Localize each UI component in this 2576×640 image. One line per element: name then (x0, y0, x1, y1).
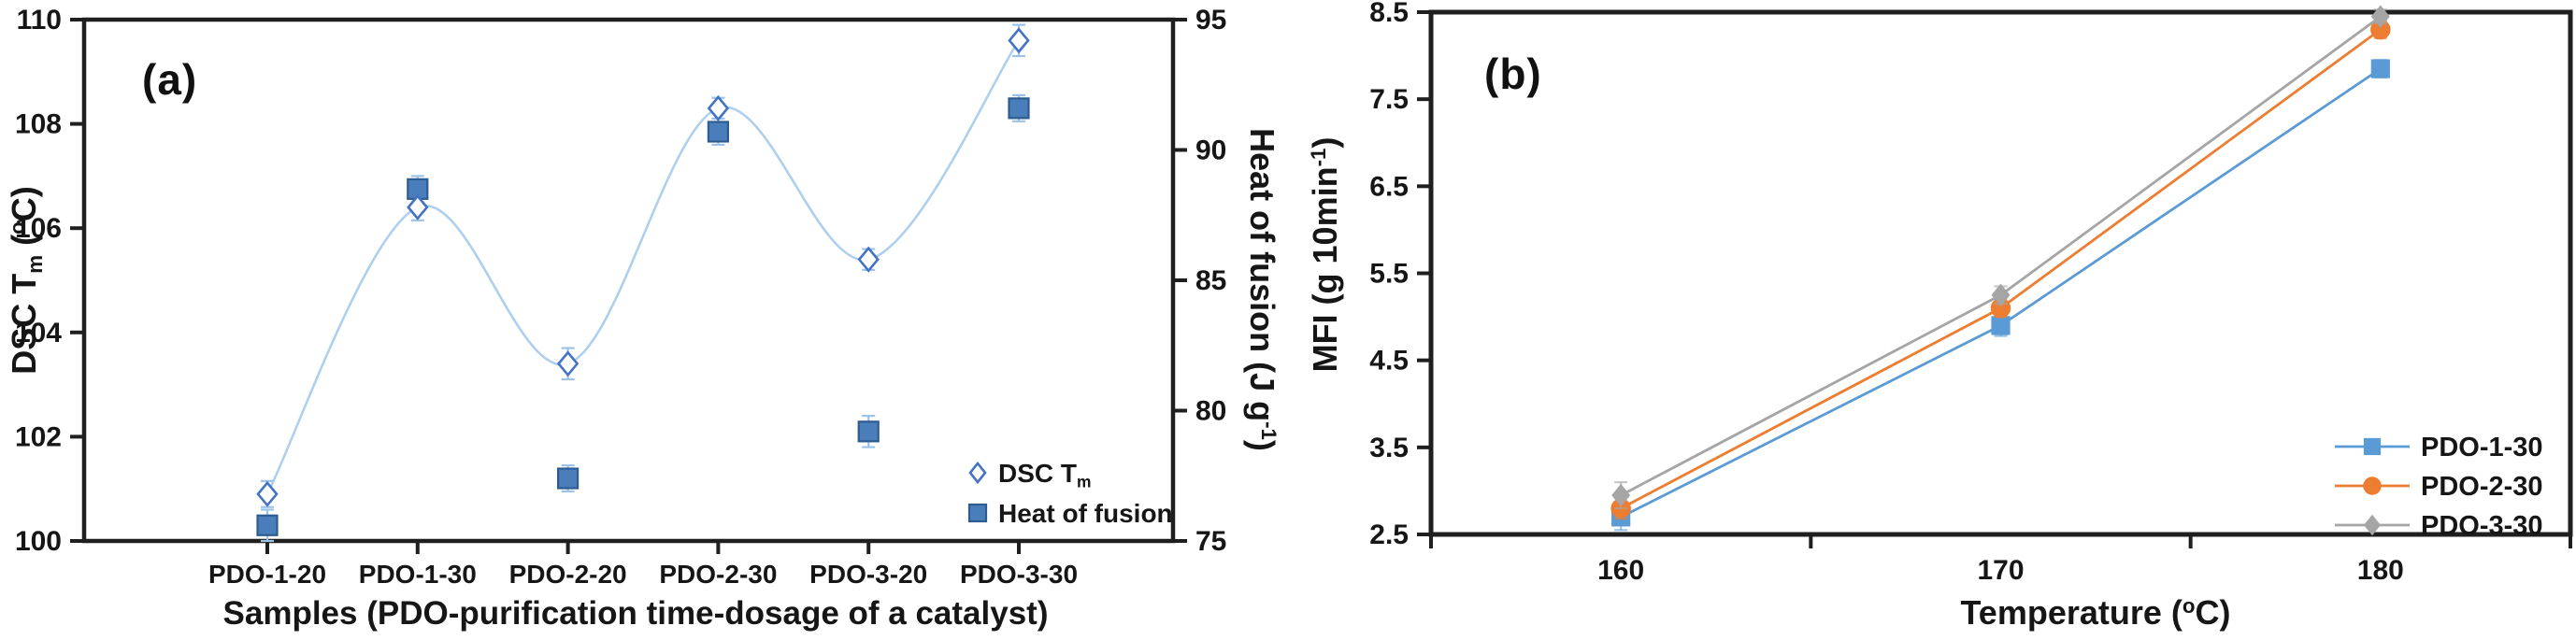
x-category-label: PDO-1-30 (359, 560, 477, 589)
y-tick-label: 5.5 (1369, 259, 1409, 290)
series-2-line (1620, 15, 2382, 497)
y-tick-label: 4.5 (1369, 346, 1409, 377)
legend-heat-of-fusion-label: Heat of fusion (998, 499, 1173, 528)
legend-pdo-3-30-label: PDO-3-30 (2421, 511, 2543, 541)
y-tick-label: 7.5 (1369, 84, 1409, 115)
x-category-label: PDO-2-20 (509, 560, 627, 589)
series-2-point (1611, 483, 1631, 507)
dsc-tm-point (256, 480, 279, 507)
y-right-tick-label: 80 (1195, 396, 1226, 427)
y-left-tick-label: 106 (15, 213, 62, 244)
legend-pdo-1-30-label: PDO-1-30 (2421, 433, 2543, 462)
y-right-tick-label: 85 (1195, 265, 1226, 296)
legend-pdo-3-30-marker-icon (2364, 514, 2381, 536)
heat-of-fusion-point (556, 467, 580, 490)
y-left-tick-label: 104 (15, 318, 62, 348)
x-category-label: PDO-3-20 (809, 560, 927, 589)
legend-pdo-1-30-marker-icon (2363, 437, 2382, 456)
y-tick-label: 8.5 (1369, 0, 1409, 28)
heat-of-fusion-point (707, 121, 730, 143)
x-category-label: 170 (1977, 555, 2024, 586)
y-right-tick-label: 90 (1195, 135, 1226, 166)
y-axis-title: MFI (g 10min-1) (1306, 137, 1344, 373)
legend-pdo-2-30-marker-icon (2363, 476, 2382, 495)
dsc-tm-point (556, 350, 580, 377)
dsc-tm-trend-line (265, 39, 1021, 495)
series-0-point (1991, 316, 2011, 335)
x-category-label: PDO-2-30 (659, 560, 777, 589)
y-tick-label: 2.5 (1369, 519, 1409, 550)
chart-b-mfi-temperature: 2.5 3.5 4.5 5.5 6.5 7.5 8.5 160 170 180 MFI (g 10m… (1306, 0, 2573, 632)
y-left-tick-label: 108 (15, 109, 62, 140)
series-2-point (2370, 5, 2390, 28)
y-axis-title-left: DSC Tm (oC) (5, 186, 47, 374)
panel-b-label: (b) (1484, 50, 1542, 98)
heat-of-fusion-point (256, 514, 279, 536)
dsc-tm-point (407, 193, 429, 220)
y-tick-label: 3.5 (1369, 433, 1409, 463)
x-category-label: PDO-3-30 (960, 560, 1078, 589)
y-tick-label: 6.5 (1369, 171, 1409, 202)
x-category-label: 160 (1597, 555, 1644, 586)
x-category-label: PDO-1-20 (208, 560, 326, 589)
series-2-point (1991, 283, 2011, 306)
x-category-label: 180 (2357, 555, 2404, 586)
plot-border (1428, 9, 2573, 537)
y-right-tick-label: 75 (1195, 526, 1226, 557)
panel-a-label: (a) (142, 55, 198, 104)
legend-heat-of-fusion-marker-icon (967, 503, 988, 523)
legend: DSC Tm Heat of fusion (967, 459, 1173, 528)
dsc-tm-point (707, 94, 730, 121)
chart-a-dsc-heat-of-fusion: 100 102 104 106 108 110 75 80 85 90 95 PDO-1-20 PDO-… (5, 5, 1281, 632)
legend-dsc-tm-marker-icon (968, 461, 987, 485)
y-axis-title-right: Heat of fusion (J g-1) (1243, 128, 1281, 451)
legend: PDO-1-30 PDO-2-30 PDO-3-30 (2335, 433, 2543, 541)
dsc-tm-point (857, 246, 880, 273)
y-left-tick-label: 110 (17, 5, 62, 36)
heat-of-fusion-point (857, 420, 880, 443)
x-axis-title: Temperature (oC) (1960, 593, 2230, 632)
y-left-tick-label: 102 (15, 421, 62, 452)
legend-pdo-2-30-label: PDO-2-30 (2421, 472, 2543, 502)
x-axis-title: Samples (PDO-purification time-dosage of… (223, 595, 1049, 632)
heat-of-fusion-point (1008, 97, 1030, 120)
series-0-point (2370, 59, 2390, 78)
legend-dsc-tm-label: DSC Tm (998, 459, 1091, 491)
y-left-tick-label: 100 (15, 526, 62, 557)
y-right-tick-label: 95 (1195, 5, 1226, 36)
dsc-tm-point (1008, 27, 1030, 54)
